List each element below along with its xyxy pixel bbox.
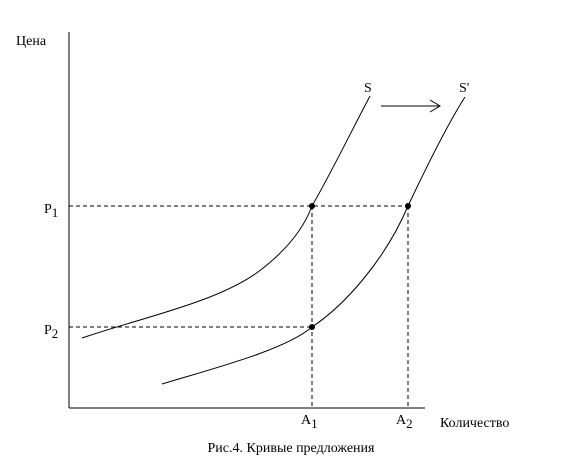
y-axis-label: Цена [16, 34, 47, 49]
supply-curve-s [81, 95, 371, 339]
quantity-label-a2-letter: A [396, 413, 407, 428]
point-s-prime-p1 [405, 203, 411, 209]
point-s-p1 [309, 203, 315, 209]
price-label-p2: P2 [44, 323, 58, 341]
quantity-label-a2-sub: 2 [406, 416, 413, 431]
supply-label-s: S [364, 81, 372, 96]
quantity-label-a1-sub: 1 [311, 416, 318, 431]
figure-caption: Рис.4. Кривые предложения [208, 441, 376, 456]
price-label-p2-letter: P [44, 323, 52, 338]
shift-arrow-head [429, 99, 441, 113]
quantity-label-a1-letter: A [301, 413, 312, 428]
quantity-label-a1: A1 [301, 413, 318, 431]
price-label-p1: P1 [44, 202, 58, 220]
quantity-label-a2: A2 [396, 413, 413, 431]
price-label-p1-letter: P [44, 202, 52, 217]
supply-label-s-prime: S' [459, 81, 469, 96]
point-s-prime-p2 [309, 324, 315, 330]
price-label-p1-sub: 1 [52, 205, 59, 220]
x-axis-label: Количество [440, 416, 509, 431]
price-label-p2-sub: 2 [52, 326, 59, 341]
supply-curve-s-prime [161, 96, 466, 385]
